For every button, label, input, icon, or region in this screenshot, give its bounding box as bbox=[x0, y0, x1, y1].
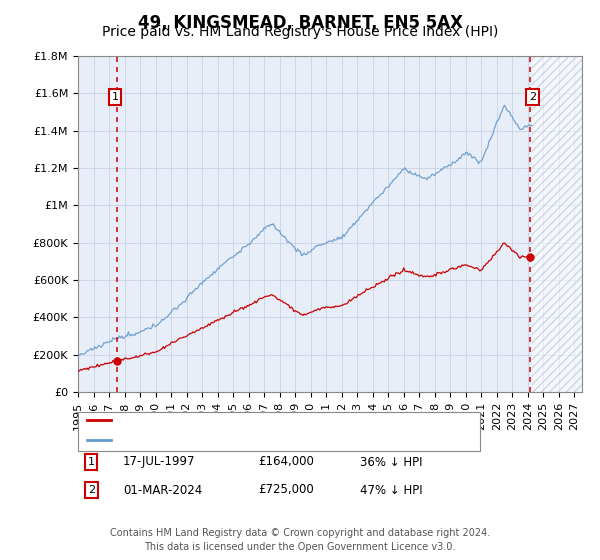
Text: £164,000: £164,000 bbox=[258, 455, 314, 469]
Text: Price paid vs. HM Land Registry's House Price Index (HPI): Price paid vs. HM Land Registry's House … bbox=[102, 25, 498, 39]
Text: 1: 1 bbox=[88, 457, 95, 467]
Text: 01-MAR-2024: 01-MAR-2024 bbox=[123, 483, 202, 497]
Text: £725,000: £725,000 bbox=[258, 483, 314, 497]
Bar bbox=[532, 56, 582, 392]
Text: 2: 2 bbox=[88, 485, 95, 495]
Text: 36% ↓ HPI: 36% ↓ HPI bbox=[360, 455, 422, 469]
Text: 49, KINGSMEAD, BARNET, EN5 5AX: 49, KINGSMEAD, BARNET, EN5 5AX bbox=[137, 14, 463, 32]
Text: 1: 1 bbox=[112, 92, 119, 102]
Text: 17-JUL-1997: 17-JUL-1997 bbox=[123, 455, 196, 469]
Text: 49, KINGSMEAD, BARNET, EN5 5AX (detached house): 49, KINGSMEAD, BARNET, EN5 5AX (detached… bbox=[117, 413, 431, 427]
Text: HPI: Average price, detached house, Barnet: HPI: Average price, detached house, Barn… bbox=[117, 433, 375, 446]
Text: Contains HM Land Registry data © Crown copyright and database right 2024.
This d: Contains HM Land Registry data © Crown c… bbox=[110, 529, 490, 552]
Text: 2: 2 bbox=[529, 92, 536, 102]
Text: 47% ↓ HPI: 47% ↓ HPI bbox=[360, 483, 422, 497]
